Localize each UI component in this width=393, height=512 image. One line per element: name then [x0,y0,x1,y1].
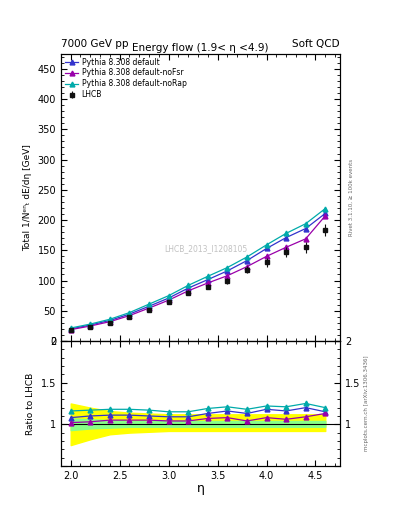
Pythia 8.308 default-noFsr [323,213,328,219]
Pythia 8.308 default-noRap [323,205,328,211]
Pythia 8.308 default-noRap [88,321,93,327]
Pythia 8.308 default [127,311,132,317]
Line: Pythia 8.308 default: Pythia 8.308 default [68,211,328,331]
Pythia 8.308 default [225,268,230,274]
Pythia 8.308 default-noRap [186,282,191,288]
Y-axis label: Rivet 3.1.10, ≥ 100k events: Rivet 3.1.10, ≥ 100k events [349,159,354,236]
Y-axis label: Total 1/Nᵉⁿₜ dE/dη [GeV]: Total 1/Nᵉⁿₜ dE/dη [GeV] [23,144,32,251]
Pythia 8.308 default [88,322,93,328]
Pythia 8.308 default-noRap [284,230,288,237]
Pythia 8.308 default-noFsr [225,272,230,279]
Pythia 8.308 default-noRap [147,301,151,307]
Text: LHCB_2013_I1208105: LHCB_2013_I1208105 [164,245,248,253]
Pythia 8.308 default [264,245,269,251]
Pythia 8.308 default [68,326,73,332]
Legend: Pythia 8.308 default, Pythia 8.308 default-noFsr, Pythia 8.308 default-noRap, LH: Pythia 8.308 default, Pythia 8.308 defau… [63,56,188,101]
Pythia 8.308 default-noRap [264,242,269,248]
Pythia 8.308 default-noFsr [264,253,269,260]
Pythia 8.308 default [147,303,151,309]
Pythia 8.308 default-noFsr [68,327,73,333]
Pythia 8.308 default-noFsr [206,280,210,286]
Text: 7000 GeV pp: 7000 GeV pp [61,38,129,49]
Pythia 8.308 default-noFsr [147,305,151,311]
Pythia 8.308 default [186,285,191,291]
Pythia 8.308 default-noRap [244,254,249,260]
Pythia 8.308 default-noFsr [127,312,132,318]
Line: Pythia 8.308 default-noFsr: Pythia 8.308 default-noFsr [68,214,328,332]
Text: Soft QCD: Soft QCD [292,38,340,49]
Pythia 8.308 default-noRap [108,316,112,323]
Pythia 8.308 default [303,225,308,231]
Pythia 8.308 default-noFsr [186,288,191,294]
Pythia 8.308 default-noFsr [88,323,93,329]
Pythia 8.308 default [108,317,112,324]
Pythia 8.308 default-noRap [127,310,132,316]
X-axis label: η: η [196,482,204,495]
Pythia 8.308 default-noFsr [166,297,171,303]
Title: Energy flow (1.9< η <4.9): Energy flow (1.9< η <4.9) [132,43,269,53]
Y-axis label: mcplots.cern.ch [arXiv:1306.3436]: mcplots.cern.ch [arXiv:1306.3436] [364,356,369,451]
Y-axis label: Ratio to LHCB: Ratio to LHCB [26,372,35,435]
Pythia 8.308 default [323,210,328,217]
Pythia 8.308 default-noRap [68,325,73,331]
Pythia 8.308 default-noFsr [244,264,249,270]
Pythia 8.308 default [206,276,210,283]
Pythia 8.308 default [244,258,249,264]
Line: Pythia 8.308 default-noRap: Pythia 8.308 default-noRap [68,206,328,330]
Pythia 8.308 default-noFsr [303,236,308,242]
Pythia 8.308 default-noRap [166,292,171,298]
Pythia 8.308 default-noFsr [284,244,288,250]
Pythia 8.308 default-noRap [303,221,308,227]
Pythia 8.308 default [166,295,171,301]
Pythia 8.308 default-noFsr [108,318,112,325]
Pythia 8.308 default-noRap [206,273,210,280]
Pythia 8.308 default-noRap [225,265,230,271]
Pythia 8.308 default [284,234,288,241]
